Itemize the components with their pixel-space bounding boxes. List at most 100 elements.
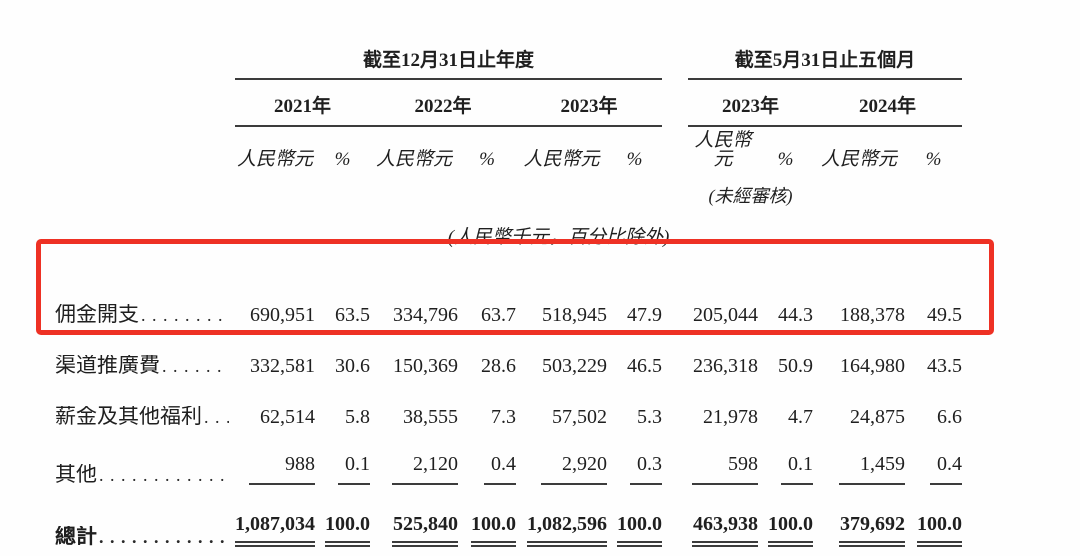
value-cell: 379,692 xyxy=(813,496,906,556)
cell-text: 518,945 xyxy=(542,304,607,326)
currency-header: 人民幣元 xyxy=(375,149,452,170)
cell-text: 6.6 xyxy=(937,406,963,428)
cell-text: 49.5 xyxy=(927,304,963,326)
unaudited-note-row: (未經審核) xyxy=(55,179,962,209)
cell-text: 236,318 xyxy=(693,355,759,377)
year-2023-5m: 2023年 xyxy=(688,79,814,127)
currency-header: 人民幣元 xyxy=(694,130,752,170)
cell-text: 150,369 xyxy=(393,355,458,377)
value-cell: 332,581 xyxy=(235,336,315,387)
value-cell: 2,920 xyxy=(516,438,607,496)
financial-table-container: 截至12月31日止年度 截至5月31日止五個月 2021年 2022年 2023… xyxy=(55,36,963,556)
year-2023: 2023年 xyxy=(516,79,663,127)
value-cell: 21,978 xyxy=(688,387,758,438)
cell-text: 50.9 xyxy=(778,355,814,377)
value-cell: 503,229 xyxy=(516,336,607,387)
cell-text: 5.3 xyxy=(637,406,663,428)
cell-text: 47.9 xyxy=(627,304,663,326)
period-group-five-months: 截至5月31日止五個月 xyxy=(688,36,963,80)
dot-leader xyxy=(99,464,229,485)
percent-header: % xyxy=(626,149,643,170)
cell-text: 988 xyxy=(249,454,315,485)
cell-text: 0.4 xyxy=(930,454,963,485)
percent-cell: 0.3 xyxy=(607,438,663,496)
percent-cell: 100.0 xyxy=(315,496,370,556)
value-cell: 463,938 xyxy=(688,496,759,556)
cell-text: 1,082,596 xyxy=(527,514,607,547)
value-cell: 988 xyxy=(235,438,315,496)
percent-cell: 4.7 xyxy=(758,387,813,438)
dot-leader xyxy=(162,355,229,376)
percent-header: % xyxy=(334,149,351,170)
table-row: 總計 1,087,034 100.0 525,840 100.0 1,082,596 100… xyxy=(55,496,963,556)
percent-cell: 63.7 xyxy=(458,285,516,336)
cell-text: 38,555 xyxy=(403,406,458,428)
cell-text: 503,229 xyxy=(542,355,607,377)
cell-text: 463,938 xyxy=(692,514,759,547)
group-gap xyxy=(662,336,688,387)
percent-cell: 49.5 xyxy=(905,285,962,336)
cell-text: 21,978 xyxy=(703,406,759,428)
row-label: 佣金開支 xyxy=(55,285,235,336)
row-label: 總計 xyxy=(55,496,235,556)
value-cell: 334,796 xyxy=(370,285,458,336)
units-note-row: (人民幣千元，百分比除外) xyxy=(55,209,962,255)
cell-text: 28.6 xyxy=(481,355,516,377)
cell-text: 334,796 xyxy=(393,304,458,326)
percent-cell: 100.0 xyxy=(905,496,963,556)
year-2022: 2022年 xyxy=(370,79,516,127)
table-row: 佣金開支 690,951 63.5 334,796 63.7 518,945 47.9 205… xyxy=(55,285,962,336)
percent-cell: 0.1 xyxy=(315,438,370,496)
value-cell: 690,951 xyxy=(235,285,315,336)
value-cell: 2,120 xyxy=(370,438,458,496)
table-row: 薪金及其他福利 62,514 5.8 38,555 7.3 57,502 5.3 21,978… xyxy=(55,387,962,438)
value-cell: 1,087,034 xyxy=(235,496,315,556)
cell-text: 100.0 xyxy=(768,514,814,547)
percent-cell: 0.4 xyxy=(458,438,516,496)
currency-header: 人民幣元 xyxy=(236,149,313,170)
label-column-spacer xyxy=(55,36,235,79)
cell-text: 100.0 xyxy=(471,514,516,547)
cell-text: 100.0 xyxy=(617,514,663,547)
cell-text: 2,920 xyxy=(541,454,607,485)
table-body: 佣金開支 690,951 63.5 334,796 63.7 518,945 47.9 205… xyxy=(55,285,963,556)
cell-text: 24,875 xyxy=(850,406,906,428)
value-cell: 24,875 xyxy=(813,387,905,438)
value-cell: 150,369 xyxy=(370,336,458,387)
percent-cell: 43.5 xyxy=(905,336,962,387)
percent-cell: 100.0 xyxy=(607,496,663,556)
cell-text: 164,980 xyxy=(840,355,906,377)
row-label-text: 其他 xyxy=(55,464,97,485)
value-cell: 1,459 xyxy=(813,438,906,496)
group-gap xyxy=(662,438,688,496)
period-group-annual: 截至12月31日止年度 xyxy=(235,36,663,80)
currency-header: 人民幣元 xyxy=(523,149,600,170)
percent-cell: 50.9 xyxy=(758,336,813,387)
cell-text: 30.6 xyxy=(335,355,370,377)
value-cell: 188,378 xyxy=(813,285,905,336)
percent-cell: 28.6 xyxy=(458,336,516,387)
cell-text: 100.0 xyxy=(917,514,963,547)
cell-text: 205,044 xyxy=(693,304,759,326)
percent-cell: 30.6 xyxy=(315,336,370,387)
group-gap xyxy=(662,496,688,556)
row-label: 渠道推廣費 xyxy=(55,336,235,387)
group-gap xyxy=(662,36,688,79)
percent-cell: 46.5 xyxy=(607,336,662,387)
header-body-spacer xyxy=(55,255,962,285)
unaudited-note: (未經審核) xyxy=(708,186,793,206)
cell-text: 379,692 xyxy=(839,514,906,547)
percent-cell: 7.3 xyxy=(458,387,516,438)
row-label: 薪金及其他福利 xyxy=(55,387,235,438)
cell-text: 63.7 xyxy=(481,304,516,326)
units-note: (人民幣千元，百分比除外) xyxy=(447,227,670,248)
cell-text: 525,840 xyxy=(392,514,458,547)
cell-text: 0.3 xyxy=(630,454,663,485)
value-cell: 598 xyxy=(688,438,759,496)
percent-cell: 6.6 xyxy=(905,387,962,438)
percent-header: % xyxy=(479,149,495,170)
value-cell: 38,555 xyxy=(370,387,458,438)
value-cell: 62,514 xyxy=(235,387,315,438)
currency-header: 人民幣元 xyxy=(821,149,898,170)
percent-cell: 100.0 xyxy=(758,496,814,556)
